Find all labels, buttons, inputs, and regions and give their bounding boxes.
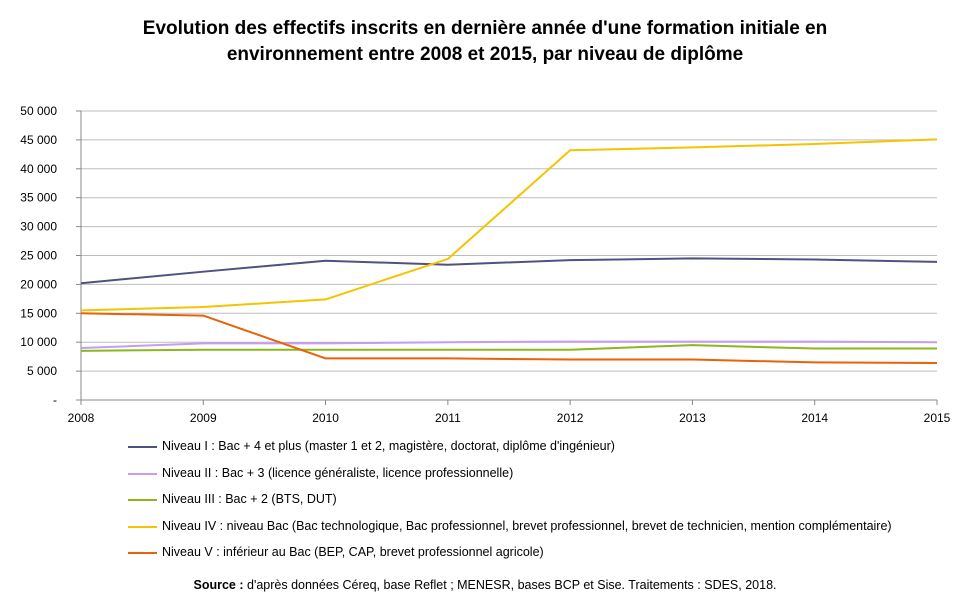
- series-line-2: [80, 340, 938, 349]
- legend-swatch: [128, 446, 157, 448]
- y-tick-label: 40 000: [20, 162, 57, 176]
- series-line-3: [80, 344, 937, 352]
- source-label: Source :: [193, 578, 244, 592]
- legend-label: Niveau V : inférieur au Bac (BEP, CAP, b…: [162, 545, 544, 559]
- y-tick-label: 45 000: [20, 133, 57, 147]
- x-tick-label: 2012: [557, 411, 584, 425]
- y-tick-label: 35 000: [20, 191, 57, 205]
- gridlines: [76, 110, 937, 401]
- legend-label: Niveau III : Bac + 2 (BTS, DUT): [162, 492, 337, 506]
- chart-title: Evolution des effectifs inscrits en dern…: [0, 16, 970, 68]
- x-tick-label: 2008: [68, 411, 95, 425]
- x-tick-label: 2011: [435, 411, 461, 425]
- y-tick-label: 10 000: [20, 335, 57, 349]
- source-text: d'après données Céreq, base Reflet ; MEN…: [243, 578, 777, 592]
- y-tick-label: 15 000: [20, 306, 57, 320]
- y-tick-label: 25 000: [20, 249, 57, 263]
- series-lines: [80, 138, 938, 365]
- legend-label: Niveau I : Bac + 4 et plus (master 1 et …: [162, 439, 615, 453]
- x-tick-label: 2013: [679, 411, 706, 425]
- y-tick-label: 20 000: [20, 277, 57, 291]
- legend-swatch: [128, 525, 157, 528]
- chart-title-line-1: Evolution des effectifs inscrits en dern…: [142, 18, 828, 39]
- y-tick-label: 5 000: [27, 364, 57, 378]
- x-tick-label: 2014: [801, 411, 828, 425]
- legend-swatch: [128, 472, 157, 475]
- y-tick-label: -: [53, 393, 57, 407]
- y-axis-tick-labels: - 5 000 10 000 15 000 20 000 25 000 30 000 35 0…: [20, 104, 57, 407]
- legend-swatch: [128, 552, 157, 554]
- x-tick-label: 2015: [924, 411, 951, 425]
- x-tick-label: 2010: [312, 411, 339, 425]
- series-line-5: [80, 312, 938, 365]
- chart-title-line-2: environnement entre 2008 et 2015, par ni…: [226, 44, 744, 65]
- legend-label: Niveau II : Bac + 3 (licence généraliste…: [162, 465, 514, 480]
- x-axis-tick-labels: 2008 2009 2010 2011 2012 2013 2014 2015: [68, 411, 951, 425]
- series-line-1: [80, 257, 938, 285]
- legend-swatch: [128, 499, 157, 501]
- x-tick-label: 2009: [190, 411, 217, 425]
- axes: [80, 111, 938, 405]
- source-note: Source : d'après données Céreq, base Ref…: [0, 578, 970, 592]
- y-tick-label: 50 000: [20, 104, 57, 118]
- y-tick-label: 30 000: [20, 220, 57, 234]
- legend-label: Niveau IV : niveau Bac (Bac technologiqu…: [162, 518, 892, 533]
- series-line-4: [80, 138, 938, 312]
